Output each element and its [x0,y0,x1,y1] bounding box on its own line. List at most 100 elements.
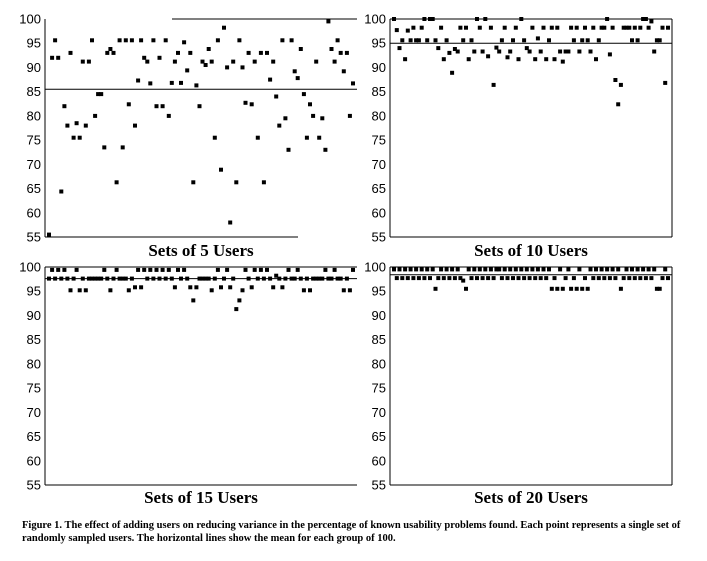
data-point [53,38,58,43]
data-point [632,25,637,30]
data-point [405,28,410,33]
data-point [580,286,585,291]
data-point [212,276,217,281]
data-point [308,288,312,293]
data-point [56,55,61,60]
data-point [157,276,162,281]
data-point [450,70,455,75]
data-point [477,25,482,30]
data-point [341,69,346,74]
data-point [466,57,471,62]
data-point [219,285,223,290]
data-point [444,38,449,43]
data-point [311,113,316,118]
y-tick-label: 100 [19,260,41,275]
y-tick-label: 80 [27,108,41,123]
data-point [522,276,527,281]
data-point [458,276,463,281]
y-tick-label: 60 [27,205,41,220]
data-point [464,286,468,291]
data-point [111,276,116,281]
data-point [255,135,260,140]
data-point [527,276,532,281]
data-point [607,276,612,281]
data-point [400,38,405,43]
y-tick-label: 65 [27,429,41,444]
data-point [491,276,496,281]
data-point [505,55,510,60]
data-point [237,38,242,43]
data-point [191,298,196,303]
data-point [403,57,408,62]
data-point [166,267,171,272]
data-point [560,286,565,291]
y-tick-label: 100 [364,12,386,27]
data-point [142,55,147,60]
data-point [136,78,141,83]
y-tick-label: 85 [372,332,386,347]
data-point [436,46,441,51]
data-point [99,276,104,281]
y-tick-label: 70 [372,405,386,420]
data-point [50,55,55,60]
data-point [643,276,648,281]
data-point [558,267,563,272]
data-point [295,267,300,272]
data-point [102,145,107,150]
data-point [157,55,162,60]
data-point [444,267,449,272]
data-point [129,38,134,43]
data-point [191,180,196,185]
data-point [511,276,515,281]
data-point [519,17,524,21]
data-point [513,25,518,30]
data-point [215,267,220,272]
y-tick-label: 90 [372,308,386,323]
data-point [511,38,515,43]
data-point [142,267,147,272]
data-point [452,47,457,51]
data-point [114,180,119,185]
data-point [317,276,322,281]
y-tick-label: 100 [364,260,386,275]
data-point [243,100,248,105]
data-point [646,25,651,30]
y-tick-label: 75 [372,381,386,396]
data-point [258,50,263,55]
data-point [538,276,543,281]
data-point [627,25,632,30]
data-point [527,49,532,54]
data-point [74,267,79,272]
data-point [549,286,554,291]
data-point [203,276,208,281]
data-point [126,102,131,107]
data-point [524,46,529,51]
data-point [635,267,640,272]
y-tick-label: 85 [27,84,41,99]
data-point [265,267,269,272]
data-point [93,276,98,281]
data-point [50,267,55,272]
y-tick-label: 95 [27,36,41,51]
data-point [338,276,343,281]
panel-title: Sets of 10 Users [474,241,588,260]
data-point [301,288,306,293]
data-point [577,267,582,272]
data-point [163,276,168,281]
data-point [613,78,618,82]
data-point [403,267,408,272]
y-tick-label: 65 [27,181,41,196]
data-point [566,267,571,272]
data-point [209,59,214,64]
data-point [613,276,618,281]
y-tick-label: 65 [372,429,386,444]
y-tick-label: 95 [372,284,386,299]
y-tick-label: 95 [27,284,41,299]
data-point [188,285,193,290]
data-point [231,59,236,64]
y-tick-label: 70 [27,157,41,172]
data-point [271,59,276,64]
data-point [630,38,634,43]
data-point [621,25,626,30]
data-point [163,38,168,43]
